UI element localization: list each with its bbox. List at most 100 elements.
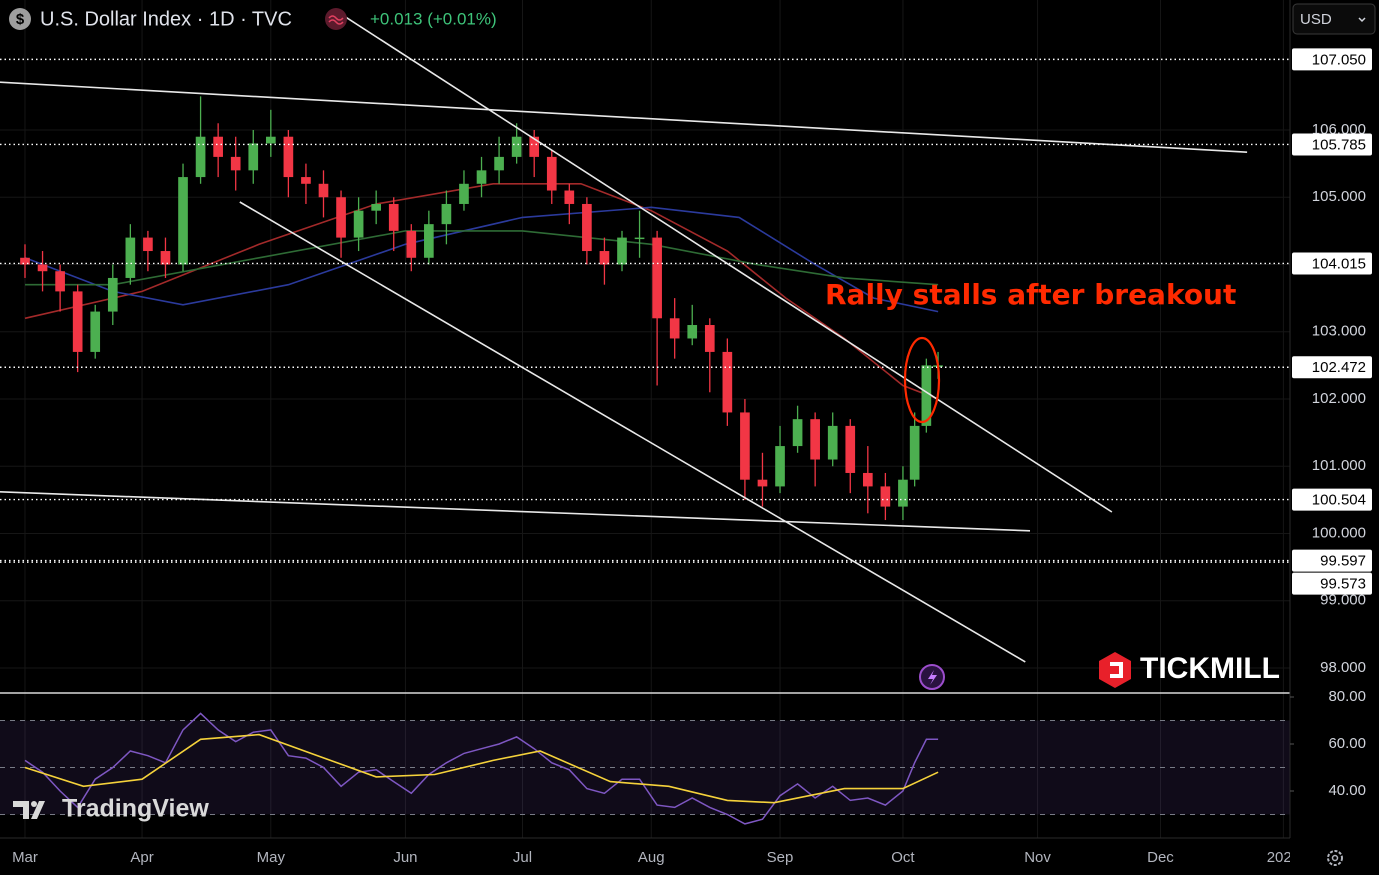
y-tick-label: 102.000 (1312, 390, 1366, 407)
rsi-line (24, 712, 939, 825)
candle-body (265, 136, 276, 144)
candle-body (459, 183, 469, 204)
candle-body (582, 203, 592, 252)
currency-select[interactable] (1292, 3, 1376, 35)
x-tick-label: Apr (130, 849, 153, 866)
candle-body (143, 237, 153, 252)
broker-logo (1099, 652, 1131, 688)
trendline (239, 201, 1026, 663)
trendline (334, 9, 1113, 513)
currency-caret (1358, 17, 1366, 23)
x-tick-label: Aug (638, 849, 665, 866)
candle-body (599, 251, 610, 265)
plot-area: Mar Apr May Jun Jul Aug Sep Oct Nov Dec 2025 (0, 9, 1300, 866)
candle-body (511, 136, 522, 157)
candle-body (195, 136, 206, 178)
x-tick-label: Jun (393, 849, 417, 866)
level-label-box (1292, 133, 1372, 156)
candle-body (775, 446, 785, 487)
candle-body (441, 203, 452, 225)
tradingview-logo-dot (31, 801, 37, 807)
y-tick-label: 101.000 (1312, 457, 1366, 474)
chart-title: U.S. Dollar Index · 1D · TVC (40, 8, 292, 30)
candle-body (880, 486, 891, 507)
candle-body (353, 210, 364, 238)
y-tick-label: 105.000 (1312, 188, 1366, 205)
x-tick-label: Dec (1147, 849, 1174, 866)
y-tick-label: 99.000 (1320, 592, 1366, 609)
rsi-tick-label: 60.00 (1328, 735, 1366, 752)
y-tick-label: 98.000 (1320, 659, 1366, 676)
candle-body (669, 318, 680, 339)
candle-body (564, 190, 575, 204)
candle-body (898, 479, 908, 507)
axis-labels: 98.000 99.000 100.000 101.000 102.000 103.000… (1290, 48, 1372, 799)
rsi-tick-label: 40.00 (1328, 782, 1366, 799)
x-tick-label: Mar (12, 849, 38, 866)
level-label: 107.050 (1312, 51, 1366, 68)
candle-body (740, 412, 750, 480)
symbol-icon-glyph: $ (16, 11, 25, 28)
candle-body (55, 271, 65, 292)
candle-body (20, 257, 30, 265)
tradingview-name: TradingView (62, 795, 209, 823)
level-label: 104.015 (1312, 255, 1366, 272)
annotation: Rally stalls after breakout (825, 278, 1236, 311)
candle-body (757, 479, 768, 487)
rsi-ma-line (24, 733, 939, 804)
level-label-box (1292, 356, 1372, 379)
price-change: +0.013 (+0.01%) (370, 9, 497, 28)
x-tick-label: Jul (513, 849, 532, 866)
highlight-ellipse (903, 336, 941, 424)
candle-body (406, 230, 417, 258)
candle-body (318, 183, 329, 198)
candle-body (529, 136, 540, 157)
candle-body (283, 136, 294, 178)
candle-body (494, 156, 504, 171)
rsi-tick-label: 80.00 (1328, 688, 1366, 705)
candle-body (617, 237, 627, 265)
candle-body (827, 425, 838, 460)
x-tick-label: Sep (767, 849, 794, 866)
symbol-icon (9, 8, 31, 30)
candle-body (652, 237, 662, 319)
level-label-box (1292, 572, 1372, 595)
candle-body (845, 425, 856, 473)
candle-body (230, 156, 241, 171)
event-icon-bolt (928, 670, 937, 685)
settings-icon[interactable] (1327, 850, 1343, 866)
candle-body (792, 419, 803, 447)
trendline (0, 491, 1031, 532)
level-label-box (1292, 48, 1372, 71)
candle-body (810, 419, 820, 460)
candle-body (301, 177, 311, 184)
level-label-box (1292, 252, 1372, 275)
level-label: 99.573 (1320, 576, 1366, 593)
trendline (0, 81, 1248, 153)
level-label: 102.472 (1312, 359, 1366, 376)
candle-body (371, 203, 382, 211)
candle-body (687, 325, 698, 339)
candle-body (72, 291, 83, 352)
x-tick-label: Oct (891, 849, 915, 866)
candle-body (178, 177, 188, 265)
status-icon-waves (328, 15, 344, 25)
settings-icon-center (1331, 854, 1339, 862)
candle-body (160, 251, 171, 265)
level-label-box (1292, 488, 1372, 511)
candle-body (921, 365, 932, 426)
candle-body (107, 277, 118, 312)
candle-body (37, 264, 48, 272)
candle-body (125, 237, 136, 278)
broker-logo-mark (1110, 662, 1123, 678)
candle-body (213, 136, 223, 157)
broker-name: TICKMILL (1140, 652, 1280, 685)
level-label-box (1292, 549, 1372, 572)
candle-body (248, 143, 259, 171)
candle-body (704, 325, 715, 352)
candle-body (388, 203, 399, 231)
candle-body (476, 170, 487, 184)
y-tick-label: 103.000 (1312, 323, 1366, 340)
